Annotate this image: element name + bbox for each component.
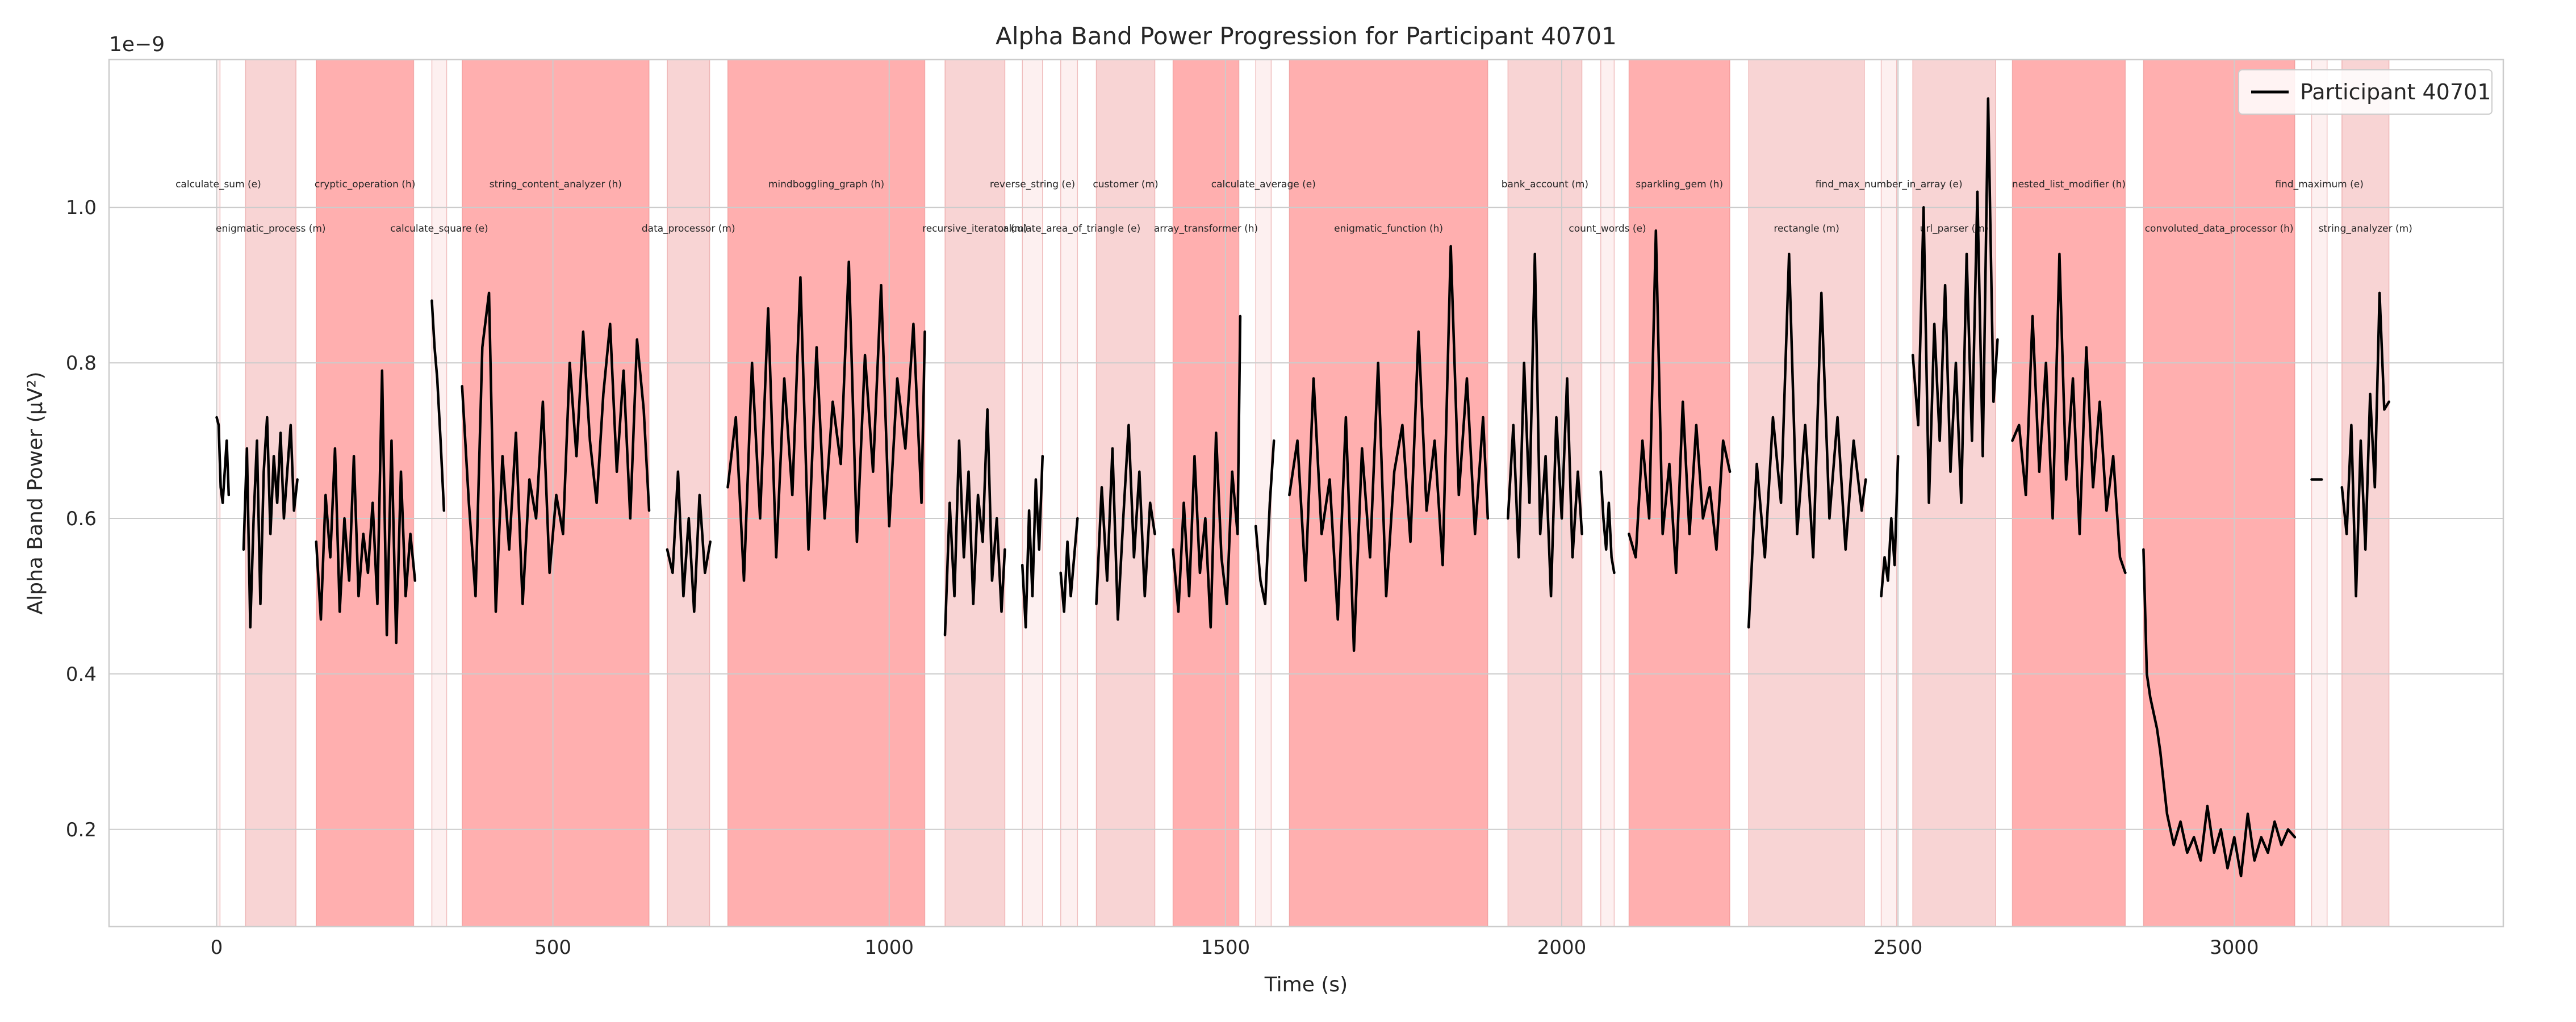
series-segment-0-4 [461,291,651,613]
chart-title: Alpha Band Power Progression for Partici… [996,22,1617,50]
task-label-11: array_transformer (h) [1154,223,1258,234]
task-label-7: recursive_iterator (m) [922,223,1027,234]
task-label-5: data_processor (m) [642,223,735,234]
series-segment-0-6 [726,260,926,582]
x-axis-ticks: 0 500 1000 1500 2000 2500 3000 [211,936,2259,959]
series-segment-0-16 [1628,229,1732,575]
task-label-13: enigmatic_function (h) [1334,223,1443,234]
task-label-6: mindboggling_graph (h) [768,179,884,190]
x-tick-label-6: 3000 [2210,936,2259,959]
y-tick-label-1: 0.4 [66,663,97,686]
x-tick-label-2: 1000 [864,936,914,959]
y-axis-ticks: 0.2 0.4 0.6 0.8 1.0 [66,196,97,841]
series-segment-0-17 [1747,253,1867,629]
task-label-0: calculate_sum (e) [175,179,261,190]
task-label-21: convoluted_data_processor (h) [2145,223,2294,234]
y-offset-label: 1e−9 [109,33,165,56]
task-label-20: nested_list_modifier (h) [2012,179,2126,190]
series-segment-0-2 [315,369,417,644]
task-label-4: string_content_analyzer (h) [490,179,622,190]
x-tick-label-0: 0 [211,936,223,959]
series-segment-0-13 [1288,245,1490,652]
y-tick-label-3: 0.8 [66,352,97,375]
task-label-17: rectangle (m) [1774,223,1839,234]
task-label-19: url_parser (m) [1920,223,1989,234]
task-band-5 [667,59,710,927]
x-tick-label-5: 2500 [1874,936,1923,959]
task-label-3: calculate_square (e) [390,223,488,234]
x-tick-label-4: 2000 [1537,936,1587,959]
series-segment-0-5 [666,470,712,613]
series-segment-0-1 [242,416,299,629]
y-tick-label-4: 1.0 [66,196,97,219]
series-segment-0-9 [1059,517,1079,613]
x-tick-label-3: 1500 [1201,936,1251,959]
task-band-9 [1060,59,1078,927]
series-segment-0-23 [2340,291,2390,598]
task-band-21 [2143,59,2295,927]
task-label-15: count_words (e) [1569,223,1646,234]
task-label-9: calculate_area_of_triangle (e) [998,223,1140,234]
series-segment-0-12 [1254,439,1276,605]
series-segment-0-20 [2011,253,2127,575]
series-segment-0-7 [943,408,1006,636]
series-segment-0-15 [1599,470,1616,575]
series-segment-0-3 [430,299,446,512]
series-segment-0-19 [1911,97,1999,504]
task-label-14: bank_account (m) [1502,179,1588,190]
task-label-12: calculate_average (e) [1211,179,1316,190]
series-segment-0-21 [2142,548,2297,878]
y-tick-label-0: 0.2 [66,819,97,841]
task-label-16: sparkling_gem (h) [1636,179,1723,190]
legend-box [2238,69,2493,115]
task-label-22: find_maximum (e) [2275,179,2364,190]
task-label-23: string_analyzer (m) [2319,223,2412,234]
x-tick-label-1: 500 [534,936,571,959]
series-segment-0-18 [1880,455,1900,598]
task-labels: calculate_sum (e) enigmatic_process (m) cr… [175,179,2412,234]
series-segment-0-0 [215,416,231,504]
task-label-10: customer (m) [1093,179,1158,190]
task-band-11 [1172,59,1240,927]
y-axis-label: Alpha Band Power (µV²) [24,371,47,614]
task-label-8: reverse_string (e) [990,179,1075,190]
legend-entry: Participant 40701 [2300,79,2491,104]
series-segment-0-11 [1172,315,1242,629]
task-label-2: cryptic_operation (h) [315,179,416,190]
legend: Participant 40701 [2238,69,2493,115]
series-layer [215,97,2390,878]
task-band-3 [431,59,448,927]
series-segment-0-8 [1021,455,1044,629]
x-axis-label: Time (s) [1264,973,1348,996]
plot-frame [108,58,2504,928]
task-band-7 [944,59,1006,927]
y-tick-label-2: 0.6 [66,508,97,530]
task-band-19 [1912,59,1996,927]
series-segment-0-10 [1095,424,1156,621]
task-label-18: find_max_number_in_array (e) [1816,179,1963,190]
series-segment-0-14 [1507,253,1583,598]
task-label-1: enigmatic_process (m) [216,223,326,234]
task-band-18 [1880,59,1897,927]
